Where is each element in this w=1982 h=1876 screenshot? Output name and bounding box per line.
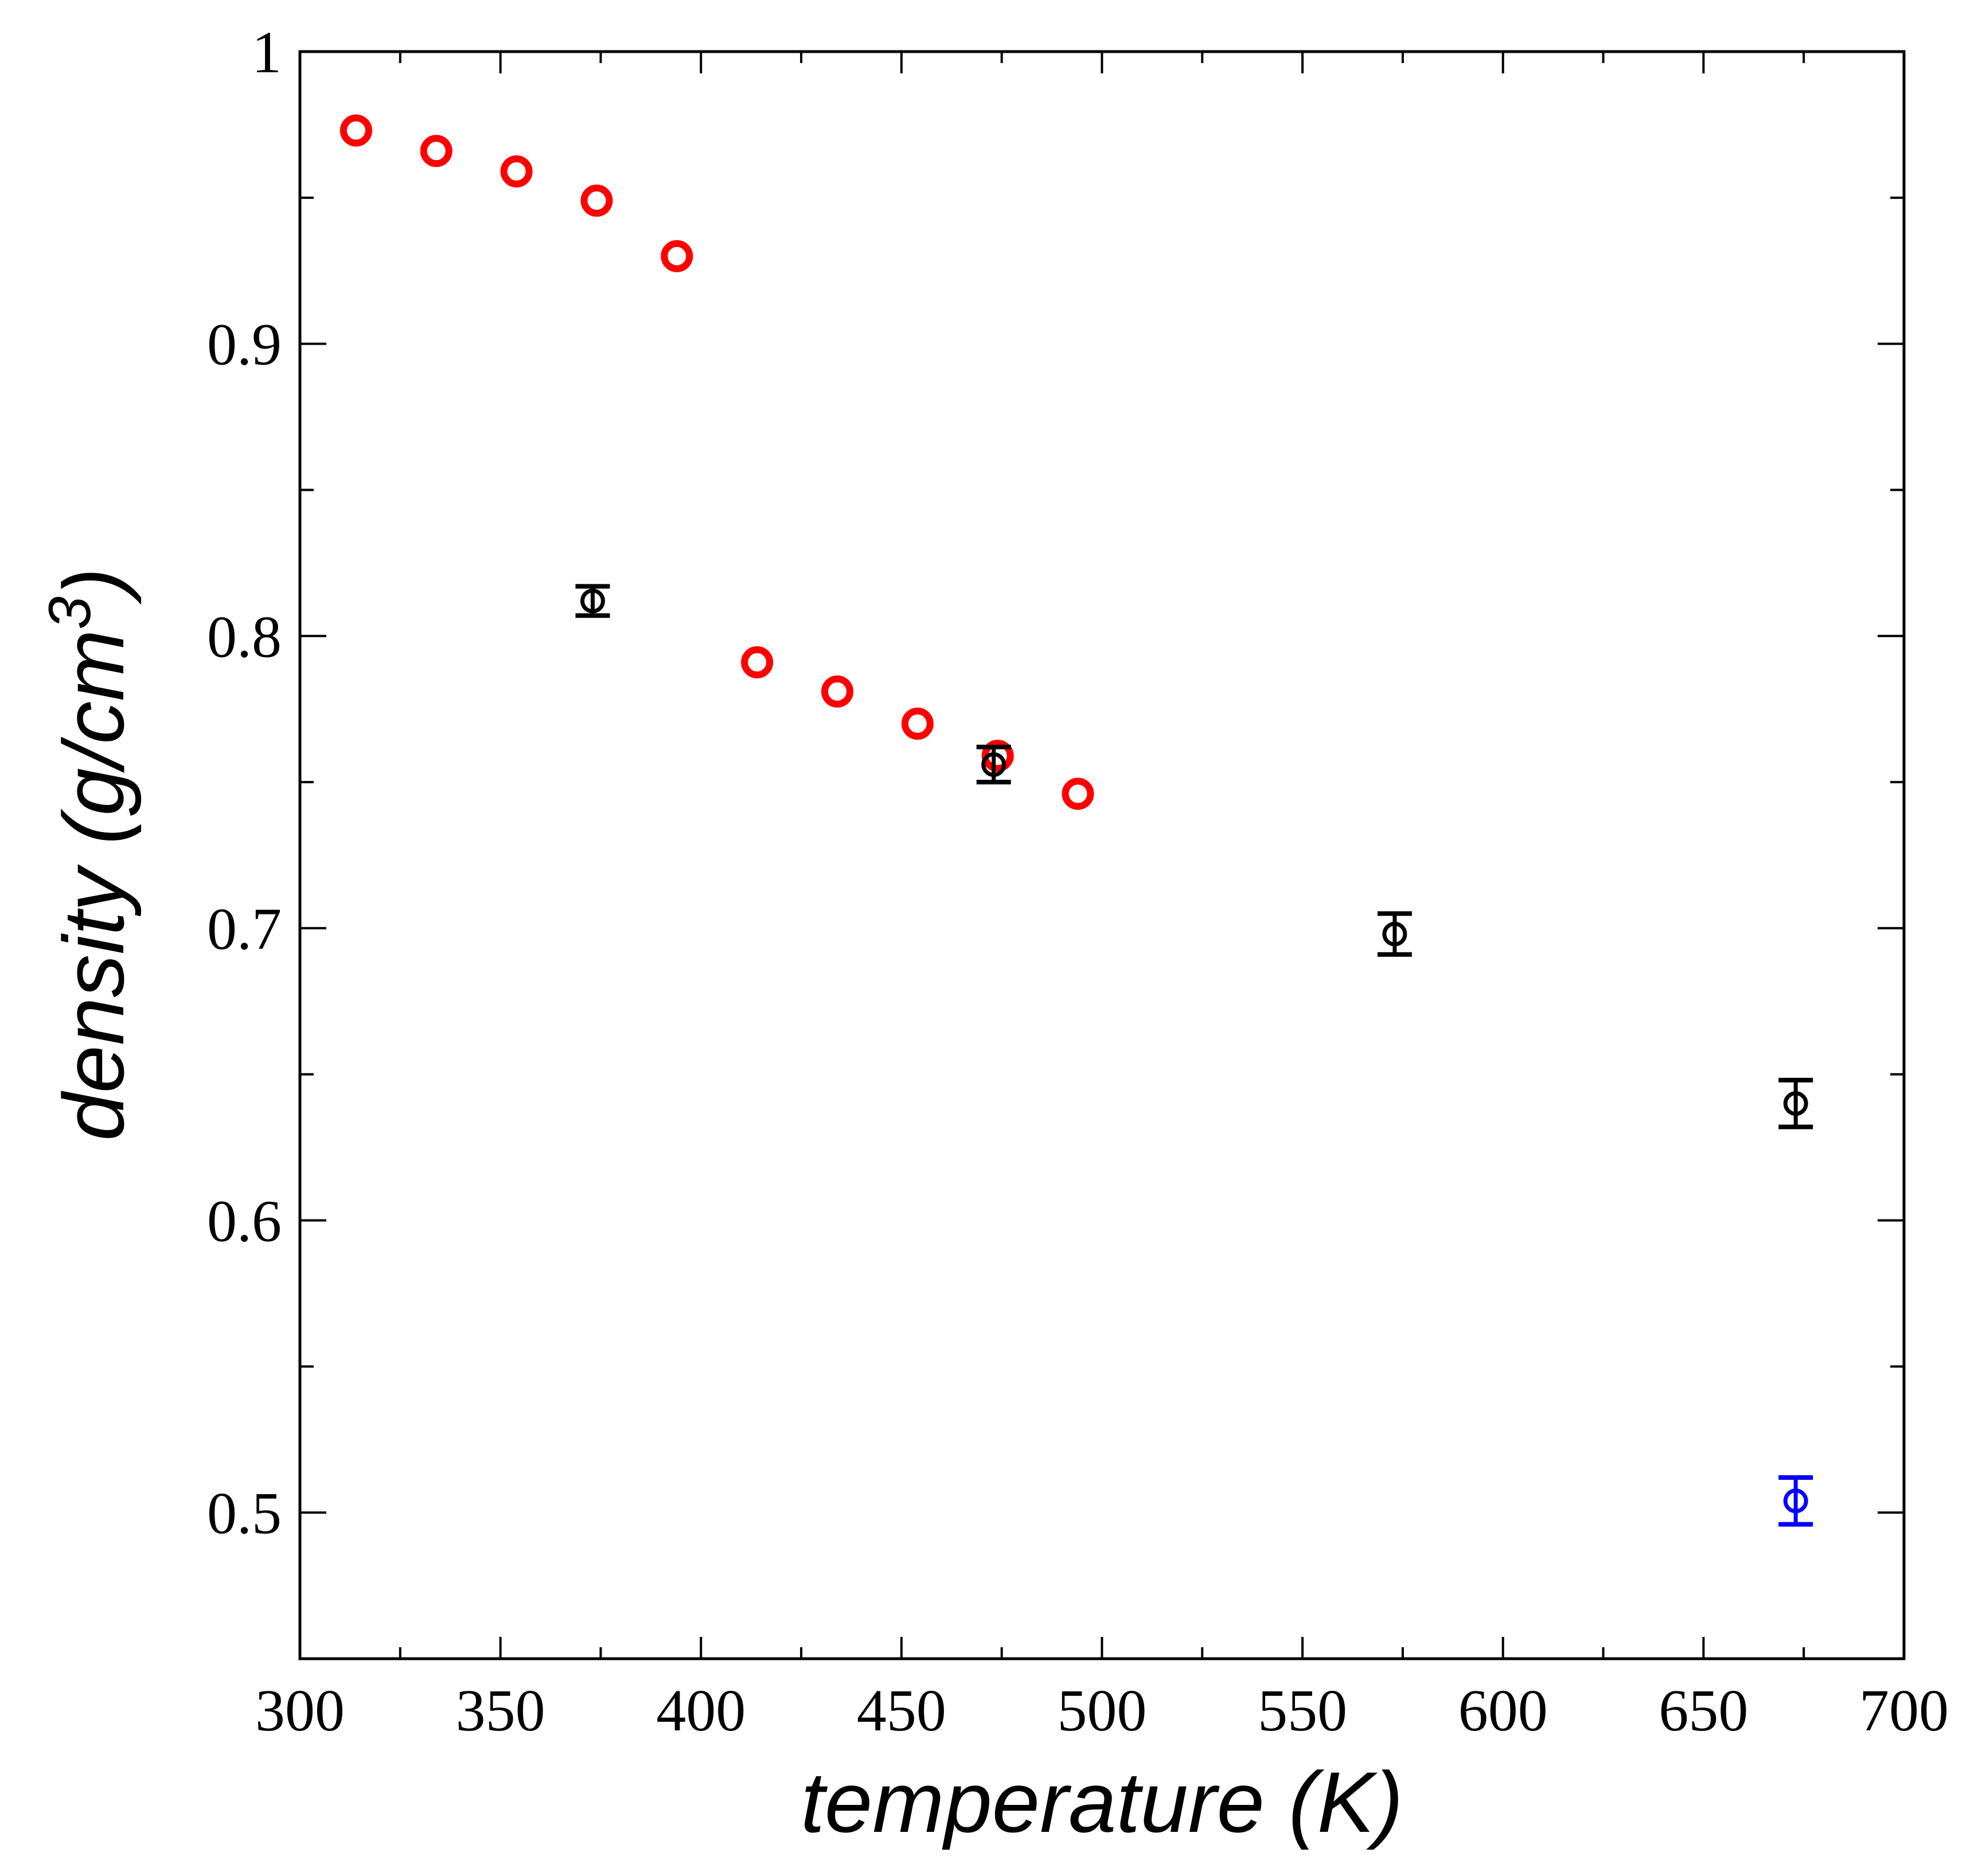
axis-ticks — [299, 50, 1905, 1660]
data-point — [981, 752, 1006, 777]
data-point — [580, 588, 605, 613]
x-axis-title: temperature (K) — [801, 1754, 1403, 1850]
data-marks — [340, 114, 1813, 1527]
data-point — [340, 114, 372, 147]
data-point — [420, 135, 452, 167]
x-tick-label: 600 — [1458, 1678, 1548, 1744]
x-tick-label: 550 — [1258, 1678, 1347, 1744]
data-point — [1062, 777, 1094, 810]
data-point — [1783, 1091, 1808, 1116]
data-point — [741, 646, 774, 679]
x-tick-label: 300 — [255, 1678, 345, 1744]
y-tick-labels: 0.5 0.6 0.7 0.8 0.9 1 — [207, 19, 282, 1546]
y-tick-label: 1 — [252, 19, 282, 85]
data-point — [500, 155, 533, 187]
series-blue-errorbar — [1778, 1475, 1813, 1527]
data-point — [580, 184, 613, 217]
data-point — [1783, 1488, 1808, 1514]
y-tick-label: 0.5 — [207, 1480, 282, 1546]
series-black-errorbars — [575, 584, 1813, 1129]
x-tick-label: 700 — [1859, 1678, 1949, 1744]
y-tick-label: 0.8 — [207, 604, 282, 670]
x-tick-label: 650 — [1659, 1678, 1748, 1744]
data-point — [1382, 921, 1407, 947]
y-axis-title: density (g/cm3) — [37, 568, 142, 1141]
y-tick-label: 0.6 — [207, 1189, 282, 1254]
y-axis-title-main: density (g/cm — [45, 630, 142, 1141]
y-tick-label: 0.7 — [207, 896, 282, 962]
y-axis-title-superscript: 3 — [37, 596, 103, 630]
data-point — [821, 675, 853, 708]
x-tick-label: 350 — [456, 1678, 545, 1744]
plot-frame — [298, 50, 1906, 1660]
x-tick-labels: 300 350 400 450 500 550 600 650 700 — [255, 1678, 1949, 1744]
data-point — [901, 708, 934, 740]
x-tick-label: 500 — [1058, 1678, 1147, 1744]
x-tick-label: 450 — [857, 1678, 946, 1744]
x-tick-label: 400 — [656, 1678, 746, 1744]
data-point — [661, 240, 693, 272]
y-tick-label: 0.9 — [207, 312, 282, 378]
